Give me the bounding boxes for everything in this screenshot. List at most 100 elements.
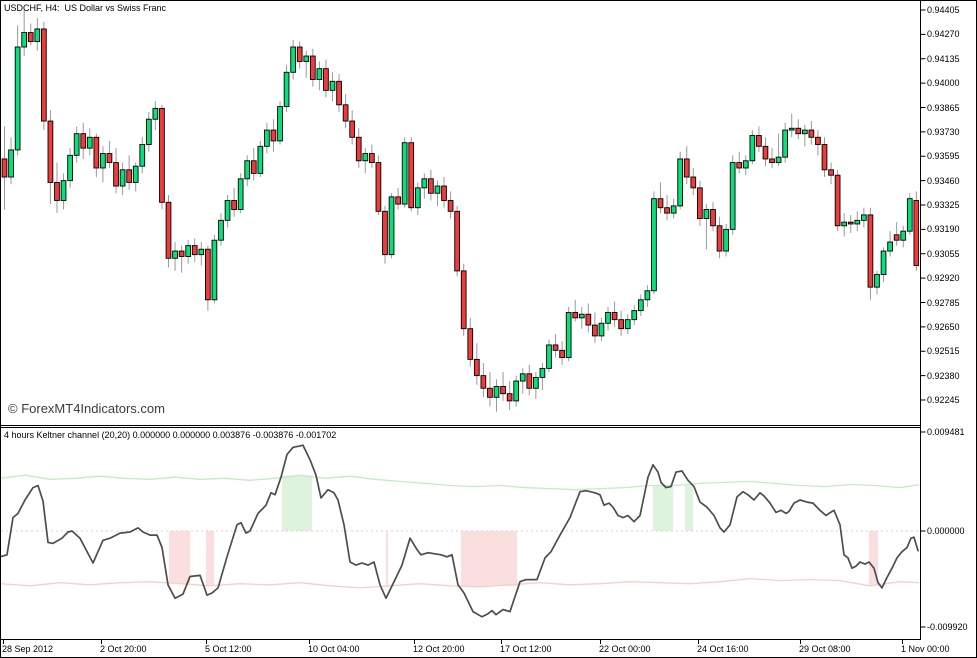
negative-zone-fill [386,531,388,586]
candle-up [145,118,152,145]
candle-up [775,156,782,164]
candle-up [211,239,218,301]
candle-up [493,386,500,398]
price-axis-label: 0.92245 [927,395,960,405]
candle-up [874,274,880,288]
candle-up [21,32,28,48]
candle-up [906,198,913,232]
candle-up [637,299,644,312]
candle-up [303,55,310,62]
candle-up [854,219,861,225]
candle-down [460,270,467,330]
time-axis-label: 22 Oct 00:00 [599,644,651,654]
price-axis-label: 0.93595 [927,151,960,162]
candle-down [355,136,362,162]
candle-up [565,311,572,359]
candle-down [657,198,664,209]
candle-down [716,225,723,252]
candle-down [382,210,388,256]
candle-down [500,386,506,395]
candle-up [644,290,651,301]
lower-channel-line [1,577,919,589]
candlestick-plot[interactable] [1,10,919,412]
candle-down [80,133,87,149]
candle-up [237,178,244,210]
candle-up [900,230,907,241]
candle-down [592,324,598,337]
candle-down [480,375,487,389]
price-axis-label: 0.93325 [927,200,960,210]
time-axis-label: 29 Oct 08:00 [799,644,851,654]
candle-down [250,160,257,174]
candle-up [513,380,520,402]
candle-down [369,153,375,164]
candle-down [191,245,198,256]
price-axis-label: 0.93865 [927,102,960,113]
candle-down [441,185,447,201]
candle-down [454,210,460,272]
candle-up [677,158,684,207]
candle-down [106,153,113,164]
candle-down [683,158,690,178]
candle-down [41,28,47,122]
candle-up [86,136,93,149]
candle-down [375,162,382,212]
candle-down [54,181,60,201]
candle-up [434,185,441,194]
candle-down [815,136,821,145]
candle-up [421,178,428,189]
candle-up [887,241,893,252]
candle-down [270,129,277,142]
candle-up [277,106,283,142]
time-axis-label: 17 Oct 12:00 [500,644,552,654]
candle-up [224,200,231,221]
candle-down [526,373,533,389]
candle-up [401,142,408,205]
candle-down [467,328,474,360]
candle-down [756,135,762,147]
keltner-indicator-plot[interactable] [0,444,920,618]
candle-down [808,129,815,138]
candle-down [795,127,802,135]
candle-up [264,129,270,147]
candle-down [342,104,349,122]
candle-down [159,107,165,203]
candle-down [506,393,513,402]
candle-down [664,207,670,214]
price-axis-label: 0.92515 [927,346,960,357]
candle-up [14,46,21,151]
candle-down [487,387,493,398]
time-axis-label: 12 Oct 20:00 [413,644,465,654]
candle-down [296,46,303,62]
candle-down [205,248,211,301]
candle-down [336,80,342,106]
keltner-main-line [1,444,919,618]
negative-zone-fill [461,531,517,587]
indicator-title: 4 hours Keltner channel (20,20) 0.000000… [4,430,337,440]
candle-down [408,142,415,209]
time-axis-label: 28 Sep 2012 [2,644,54,654]
candle-up [283,71,290,108]
candle-up [749,135,756,162]
candle-up [782,129,788,158]
indicator-axis-label: -0.009920 [927,622,968,632]
price-axis-label: 0.94135 [927,53,960,64]
candle-up [362,153,369,162]
positive-zone-fill [653,485,673,531]
candle-down [572,311,579,319]
negative-zone-fill [169,531,190,584]
candle-up [651,198,657,292]
candle-up [729,162,736,230]
candle-down [893,234,900,241]
candle-down [913,200,919,266]
candle-up [533,376,539,389]
candle-down [113,162,119,187]
candle-down [867,214,874,288]
candle-up [624,319,631,330]
candle-up [172,250,178,259]
candle-down [828,169,834,176]
candle-up [801,129,808,135]
candle-up [670,205,677,214]
candle-up [152,107,159,120]
